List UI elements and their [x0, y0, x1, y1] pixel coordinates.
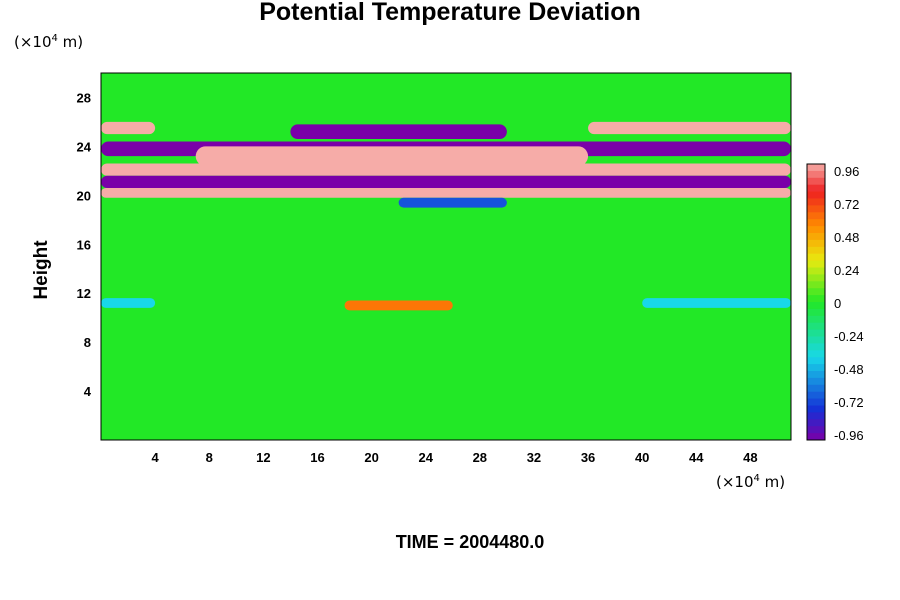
colorbar-step-20	[807, 302, 825, 310]
x-tick-label-16: 16	[310, 450, 324, 465]
colorbar-step-19	[807, 295, 825, 303]
colorbar-step-17	[807, 281, 825, 289]
colorbar-step-12	[807, 246, 825, 255]
colorbar-step-16	[807, 274, 825, 282]
x-axis-unit: (×104 m)	[716, 473, 786, 491]
colorbar-step-23	[807, 322, 825, 331]
colorbar-step-18	[807, 288, 825, 296]
colorbar-step-14	[807, 260, 825, 268]
x-tick-label-36: 36	[581, 450, 595, 465]
colorbar-step-33	[807, 391, 825, 400]
colorbar-step-15	[807, 267, 825, 275]
colorbar-step-32	[807, 384, 825, 393]
y-tick-label-28: 28	[77, 90, 91, 105]
y-tick-label-4: 4	[84, 384, 92, 399]
colorbar-step-34	[807, 398, 825, 406]
colorbar-step-8	[807, 219, 825, 227]
x-tick-label-12: 12	[256, 450, 270, 465]
colorbar-frame	[806, 163, 826, 441]
y-axis: 4 8 12 16 20 24 28	[77, 90, 92, 399]
heatmap-band-6	[101, 187, 791, 198]
x-tick-label-28: 28	[473, 450, 487, 465]
colorbar-step-4	[807, 191, 825, 199]
x-tick-label-4: 4	[152, 450, 160, 465]
colorbar-step-29	[807, 364, 825, 372]
heatmap-band-4	[101, 163, 791, 176]
y-tick-label-16: 16	[77, 237, 91, 252]
colorbar-tick-label: -0.24	[834, 329, 864, 344]
colorbar-step-13	[807, 253, 825, 262]
x-tick-label-40: 40	[635, 450, 649, 465]
colorbar-step-3	[807, 184, 825, 193]
heatmap-band-10	[101, 298, 156, 308]
colorbar-tick-label: 0.72	[834, 197, 859, 212]
colorbar-tick-label: 0.24	[834, 263, 859, 278]
y-tick-label-12: 12	[77, 286, 91, 301]
chart-title: Potential Temperature Deviation	[259, 0, 641, 26]
colorbar-tick-label: -0.48	[834, 362, 864, 377]
colorbar-step-21	[807, 308, 825, 317]
heatmap-band-11	[642, 298, 791, 308]
x-tick-label-20: 20	[364, 450, 378, 465]
y-tick-label-20: 20	[77, 188, 91, 203]
colorbar-step-36	[807, 412, 825, 420]
heatmap-band-0	[101, 121, 156, 135]
x-tick-label-24: 24	[418, 450, 433, 465]
colorbar-tick-label: 0	[834, 296, 841, 311]
y-axis-unit: (×104 m)	[14, 33, 84, 51]
colorbar-step-39	[807, 433, 825, 441]
colorbar-step-2	[807, 177, 825, 186]
plot-frame	[100, 72, 792, 441]
colorbar-step-28	[807, 357, 825, 365]
colorbar-step-25	[807, 336, 825, 344]
heatmap-band-5	[101, 175, 791, 188]
colorbar-step-10	[807, 233, 825, 241]
colorbar-step-30	[807, 371, 825, 379]
heatmap-band-9	[344, 300, 453, 311]
plot-area	[100, 72, 792, 441]
heatmap-band-8	[398, 197, 507, 208]
colorbar-step-26	[807, 343, 825, 351]
colorbar-tick-label: 0.96	[834, 164, 859, 179]
colorbar-step-37	[807, 419, 825, 427]
colorbar-step-35	[807, 405, 825, 413]
colorbar-tick-label: 0.48	[834, 230, 859, 245]
colorbar-step-6	[807, 205, 825, 213]
colorbar-step-9	[807, 226, 825, 234]
colorbar-step-22	[807, 315, 825, 324]
colorbar-step-11	[807, 239, 825, 248]
heatmap-band-3	[195, 146, 589, 166]
x-tick-label-44: 44	[689, 450, 704, 465]
x-tick-label-8: 8	[206, 450, 213, 465]
colorbar-tick-label: -0.72	[834, 395, 864, 410]
colorbar-step-31	[807, 377, 825, 386]
x-tick-label-48: 48	[743, 450, 757, 465]
x-axis: 4 8 12 16 20 24 28 32 36 40 44 48	[152, 450, 758, 465]
colorbar-step-27	[807, 350, 825, 358]
heatmap-band-7	[588, 121, 791, 135]
colorbar-step-0	[807, 164, 825, 172]
y-tick-label-24: 24	[77, 139, 92, 154]
x-tick-label-32: 32	[527, 450, 541, 465]
colorbar-step-5	[807, 198, 825, 206]
heatmap-band-2	[290, 124, 507, 140]
colorbar-step-1	[807, 170, 825, 179]
colorbar-tick-label: -0.96	[834, 428, 864, 443]
colorbar-step-24	[807, 329, 825, 337]
colorbar-step-38	[807, 426, 825, 434]
colorbar-step-7	[807, 212, 825, 220]
y-tick-label-8: 8	[84, 335, 91, 350]
time-label: TIME = 2004480.0	[395, 532, 545, 552]
colorbar: 0.96 0.72 0.48 0.24 0 -0.24 -0.48 -0.72 -0.96	[806, 163, 864, 443]
